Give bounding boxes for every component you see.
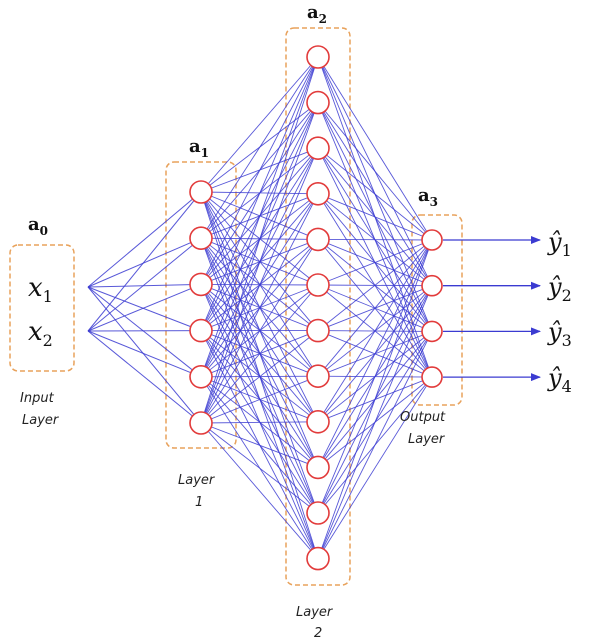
input-layer-caption-line1: Input (20, 391, 55, 406)
layer1-neuron-6 (189, 411, 213, 435)
edge-layer1-to-layer2 (200, 56, 319, 193)
edge-layer2-to-output (317, 239, 433, 423)
layer1-neuron-4 (189, 318, 213, 343)
output-arrows (443, 236, 541, 382)
layer-a0-label: a0 (28, 214, 48, 238)
layer1-neuron-5 (189, 364, 213, 389)
output-neuron-2 (421, 274, 443, 297)
edge-input-to-layer1 (87, 191, 202, 288)
edge-input-to-layer1 (87, 330, 202, 378)
edge-layer2-to-output (317, 239, 433, 286)
layer2-neuron-9 (306, 409, 330, 434)
edge-layer1-to-layer2 (200, 148, 319, 424)
input-layer-caption-line2: Layer (22, 413, 60, 428)
edge-layer1-to-layer2 (200, 193, 319, 424)
edge-layer2-to-output (317, 376, 433, 559)
layer-2-caption-line1: Layer (296, 605, 334, 620)
input-x1-label: x1 (28, 273, 53, 306)
edge-layer1-to-layer2 (200, 375, 319, 424)
edge-layer1-to-layer2 (200, 422, 319, 559)
edge-layer2-to-output (317, 56, 433, 241)
output-neuron-1 (421, 229, 443, 251)
edge-input-to-layer1 (87, 283, 202, 332)
output-y4-label: ŷ4 (547, 364, 572, 396)
output-layer-caption-line2: Layer (408, 432, 446, 447)
layer-a2-label: a2 (307, 2, 327, 26)
edge-layer2-to-output (317, 102, 433, 241)
output-neuron-3 (421, 320, 443, 343)
edge-layer2-to-output (317, 193, 433, 241)
output-layer-caption-line1: Output (400, 410, 446, 425)
layer2-neuron-5 (306, 227, 330, 252)
layer-a1-label: a1 (189, 136, 209, 160)
input-x2-label: x2 (28, 317, 53, 350)
layer2-neuron-3 (306, 136, 330, 160)
layer2-neuron-2 (306, 90, 330, 115)
edge-input-to-layer1 (87, 286, 202, 332)
edge-layer1-to-layer2 (200, 421, 319, 424)
edge-input-to-layer1 (87, 330, 202, 424)
edge-layer1-to-layer2 (200, 56, 319, 331)
edge-input-to-layer1 (87, 191, 202, 332)
output-neuron-4 (421, 366, 443, 388)
layer2-neuron-11 (306, 501, 330, 525)
connection-edges (87, 56, 433, 559)
neuron-nodes (189, 45, 443, 571)
edge-layer1-to-layer2 (200, 239, 319, 424)
edge-layer2-to-output (317, 239, 433, 559)
edge-layer1-to-layer2 (200, 56, 319, 424)
layer1-neuron-3 (189, 272, 213, 297)
edge-layer2-to-output (317, 331, 433, 559)
edge-input-to-layer1 (87, 237, 202, 332)
output-y3-label: ŷ3 (547, 318, 572, 350)
input-layer-box (9, 244, 75, 372)
edge-layer1-to-layer2 (200, 330, 319, 424)
edge-layer1-to-layer2 (200, 102, 319, 424)
layer1-neuron-1 (189, 180, 213, 204)
edge-input-to-layer1 (87, 283, 202, 288)
edge-layer1-to-layer2 (200, 56, 319, 377)
edge-layer2-to-output (317, 239, 433, 514)
layer-2-caption-line2: 2 (314, 626, 322, 641)
layer2-neuron-6 (306, 273, 330, 297)
edge-layer1-to-layer2 (200, 56, 319, 239)
edge-input-to-layer1 (87, 286, 202, 424)
edge-input-to-layer1 (87, 286, 202, 378)
output-y2-label: ŷ2 (547, 273, 572, 305)
layer2-neuron-4 (306, 182, 330, 206)
edge-layer2-to-output (317, 238, 433, 241)
layer1-neuron-2 (189, 226, 213, 250)
output-layer-box (411, 214, 463, 406)
layer2-neuron-1 (306, 45, 330, 69)
edge-layer1-to-layer2 (200, 422, 319, 468)
edge-layer2-to-output (317, 239, 433, 331)
layer2-neuron-7 (306, 318, 330, 343)
layer2-neuron-8 (306, 364, 330, 389)
edge-layer2-to-output (317, 147, 433, 241)
layer-2-box (285, 27, 351, 586)
layer-1-caption-line2: 1 (195, 495, 203, 510)
layer2-neuron-10 (306, 455, 330, 480)
output-y1-label: ŷ1 (547, 228, 572, 260)
edge-layer2-to-output (317, 239, 433, 468)
edge-input-to-layer1 (87, 237, 202, 288)
edge-layer2-to-output (317, 285, 433, 559)
layer-1-caption-line1: Layer (178, 473, 216, 488)
layer-1-box (165, 161, 237, 449)
edge-layer1-to-layer2 (200, 284, 319, 424)
layer-a3-label: a3 (418, 185, 438, 209)
layer2-neuron-12 (306, 546, 330, 571)
edge-layer1-to-layer2 (200, 422, 319, 514)
edge-layer1-to-layer2 (200, 56, 319, 285)
edge-layer2-to-output (317, 239, 433, 377)
